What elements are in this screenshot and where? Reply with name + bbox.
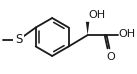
Polygon shape <box>86 22 89 35</box>
Text: O: O <box>107 52 115 62</box>
Text: OH: OH <box>89 10 106 20</box>
Text: S: S <box>15 33 22 46</box>
Text: OH: OH <box>118 29 135 39</box>
